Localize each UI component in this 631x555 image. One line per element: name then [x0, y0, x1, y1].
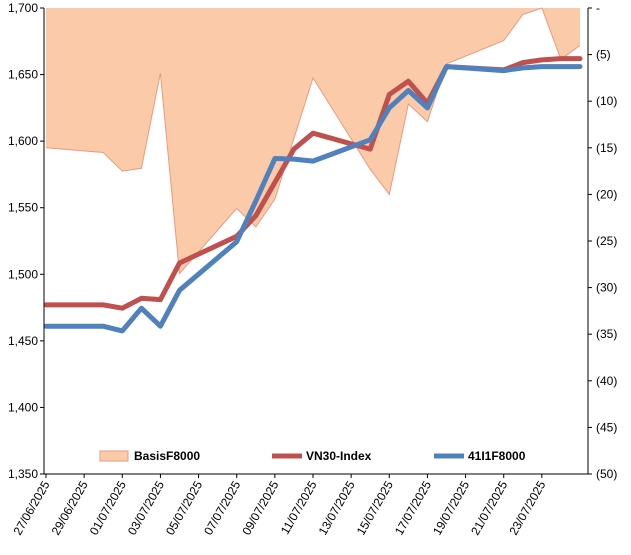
- y-left-tick-label: 1,350: [8, 467, 38, 481]
- y-left-tick-label: 1,400: [8, 400, 38, 414]
- series-area-edge-basisf8000: [45, 7, 581, 275]
- x-tick-label: 11/07/2025: [278, 478, 320, 537]
- x-tick-label: 13/07/2025: [316, 478, 358, 537]
- x-tick-label: 21/07/2025: [468, 478, 510, 537]
- x-tick-label: 01/07/2025: [87, 478, 129, 537]
- y-left-tick-label: 1,450: [8, 334, 38, 348]
- y-right-tick-label: (30): [596, 281, 617, 295]
- area-layer: [45, 7, 581, 275]
- x-tick-label: 05/07/2025: [163, 478, 205, 537]
- legend: BasisF8000 VN30-Index 41I1F8000: [99, 449, 526, 463]
- y-right-tick-label: (5): [596, 48, 611, 62]
- legend-label-basisf8000: BasisF8000: [134, 449, 200, 463]
- legend-swatch-basisf8000: [99, 450, 129, 462]
- y-left-tick-label: 1,700: [8, 1, 38, 15]
- y-right-tick-label: -: [596, 1, 600, 15]
- y-left-tick-label: 1,550: [8, 201, 38, 215]
- y-right-tick-label: (40): [596, 374, 617, 388]
- y-right-tick-label: (15): [596, 141, 617, 155]
- y-right-tick-label: (35): [596, 327, 617, 341]
- series-line-41i1f8000: [43, 64, 583, 334]
- series-line-vn30-index: [43, 56, 583, 311]
- x-tick-label: 23/07/2025: [506, 478, 548, 537]
- x-tick-label: 09/07/2025: [239, 478, 281, 537]
- y-right-tick-label: (10): [596, 94, 617, 108]
- y-right-tick-label: (45): [596, 420, 617, 434]
- x-tick-label: 19/07/2025: [430, 478, 472, 537]
- legend-label-vn30-index: VN30-Index: [306, 449, 372, 463]
- y-left-tick-label: 1,600: [8, 134, 38, 148]
- x-tick-label: 03/07/2025: [125, 478, 167, 537]
- y-right-tick-label: (50): [596, 467, 617, 481]
- series-area-basisf8000: [46, 8, 580, 274]
- line-layer: [43, 56, 583, 334]
- x-tick-label: 17/07/2025: [392, 478, 434, 537]
- x-tick-label: 27/06/2025: [10, 478, 52, 537]
- x-tick-label: 15/07/2025: [354, 478, 396, 537]
- y-left-tick-label: 1,650: [8, 68, 38, 82]
- x-tick-label: 29/06/2025: [49, 478, 91, 537]
- x-tick-label: 07/07/2025: [201, 478, 243, 537]
- y-right-tick-label: (20): [596, 187, 617, 201]
- y-right-tick-label: (25): [596, 234, 617, 248]
- y-left-tick-label: 1,500: [8, 267, 38, 281]
- legend-label-41i1f8000: 41I1F8000: [468, 449, 526, 463]
